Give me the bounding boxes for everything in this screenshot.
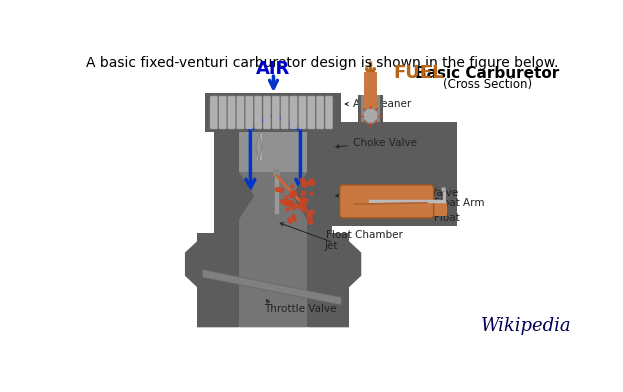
FancyBboxPatch shape: [290, 96, 297, 129]
Text: Air Cleaner: Air Cleaner: [345, 99, 411, 109]
FancyBboxPatch shape: [245, 96, 253, 129]
Bar: [274, 172, 279, 214]
FancyBboxPatch shape: [227, 96, 235, 129]
Polygon shape: [307, 310, 349, 327]
Text: Float Valve: Float Valve: [384, 188, 459, 205]
Text: AIR: AIR: [256, 60, 290, 78]
Bar: [307, 132, 332, 327]
Text: Choke Valve: Choke Valve: [336, 138, 417, 148]
FancyBboxPatch shape: [298, 96, 307, 129]
Text: Float: Float: [414, 213, 459, 223]
Bar: [205, 93, 341, 132]
Polygon shape: [197, 310, 239, 327]
Bar: [341, 122, 447, 216]
Text: Float Chamber: Float Chamber: [326, 230, 403, 240]
Bar: [214, 132, 239, 327]
Text: Jet: Jet: [325, 241, 338, 252]
Polygon shape: [185, 241, 197, 287]
Polygon shape: [202, 270, 341, 305]
Bar: [364, 72, 377, 122]
Bar: [256, 133, 262, 160]
Text: Throttle Valve: Throttle Valve: [264, 304, 337, 314]
Bar: [239, 132, 307, 327]
Bar: [332, 233, 349, 327]
Text: Float Arm: Float Arm: [426, 198, 484, 209]
Bar: [341, 203, 447, 216]
FancyBboxPatch shape: [210, 96, 218, 129]
Text: FUEL: FUEL: [393, 64, 444, 82]
Bar: [197, 233, 214, 327]
FancyBboxPatch shape: [281, 96, 288, 129]
Circle shape: [363, 108, 378, 123]
FancyBboxPatch shape: [307, 96, 315, 129]
Text: Basic Carburetor: Basic Carburetor: [416, 65, 559, 80]
FancyBboxPatch shape: [316, 96, 324, 129]
Circle shape: [441, 187, 446, 192]
Polygon shape: [292, 172, 307, 220]
FancyBboxPatch shape: [237, 96, 244, 129]
FancyBboxPatch shape: [340, 185, 434, 218]
FancyBboxPatch shape: [325, 96, 333, 129]
Polygon shape: [239, 317, 307, 327]
Bar: [332, 122, 457, 226]
Bar: [273, 169, 280, 176]
Text: Wikipedia: Wikipedia: [481, 317, 571, 335]
Polygon shape: [349, 241, 361, 287]
Bar: [358, 95, 383, 122]
Polygon shape: [239, 172, 254, 220]
Text: A basic fixed-venturi carburetor design is shown in the figure below.: A basic fixed-venturi carburetor design …: [85, 56, 558, 70]
FancyBboxPatch shape: [263, 96, 271, 129]
FancyBboxPatch shape: [254, 96, 262, 129]
Text: Venturi: Venturi: [336, 187, 390, 197]
Text: (Cross Section): (Cross Section): [443, 78, 532, 91]
FancyBboxPatch shape: [272, 96, 280, 129]
Bar: [239, 125, 307, 172]
FancyBboxPatch shape: [219, 96, 227, 129]
Bar: [361, 95, 380, 122]
Polygon shape: [256, 133, 262, 160]
